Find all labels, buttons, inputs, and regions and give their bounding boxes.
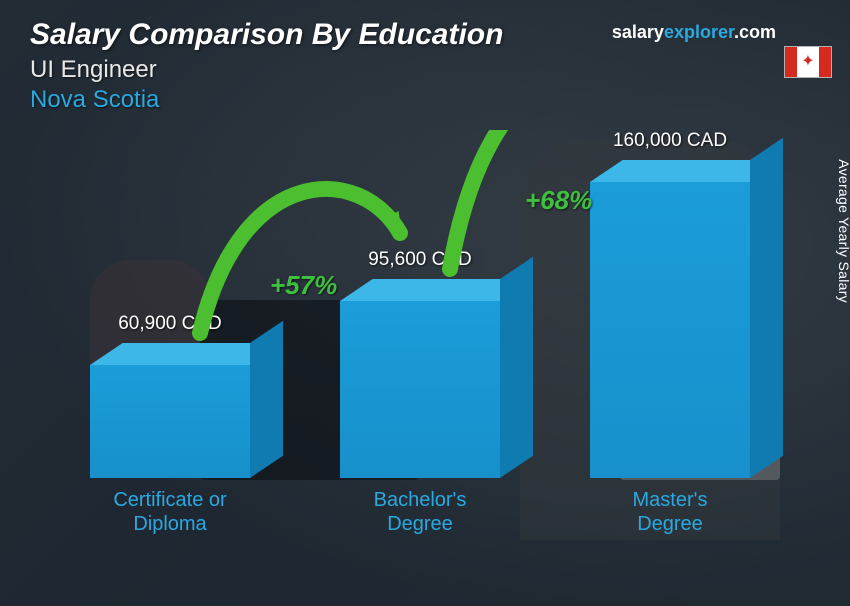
bar-category-label: Master'sDegree — [633, 488, 708, 536]
site-suffix: .com — [734, 22, 776, 42]
site-highlight: explorer — [664, 22, 734, 42]
country-flag-icon: ✦ — [784, 46, 832, 78]
bar-side-face — [250, 321, 283, 478]
bar-2: 160,000 CADMaster'sDegree — [590, 182, 750, 478]
bar-category-label: Bachelor'sDegree — [374, 488, 467, 536]
job-title: UI Engineer — [30, 56, 503, 84]
bar-value-label: 60,900 CAD — [118, 313, 222, 335]
site-prefix: salary — [612, 22, 664, 42]
increase-pct-label-1: +68% — [525, 185, 592, 216]
site-branding: salaryexplorer.com — [612, 22, 776, 43]
bar-0: 60,900 CADCertificate orDiploma — [90, 365, 250, 478]
bar-side-face — [750, 138, 783, 478]
bar-1: 95,600 CADBachelor'sDegree — [340, 301, 500, 478]
bar-chart: 60,900 CADCertificate orDiploma95,600 CA… — [60, 130, 780, 536]
bar-body: 60,900 CADCertificate orDiploma — [90, 365, 250, 478]
bar-category-label: Certificate orDiploma — [113, 488, 226, 536]
increase-pct-label-0: +57% — [270, 270, 337, 301]
maple-leaf-icon: ✦ — [801, 54, 814, 70]
bar-body: 160,000 CADMaster'sDegree — [590, 182, 750, 478]
chart-title: Salary Comparison By Education — [30, 18, 503, 52]
bar-body: 95,600 CADBachelor'sDegree — [340, 301, 500, 478]
bar-value-label: 95,600 CAD — [368, 249, 472, 271]
header-block: Salary Comparison By Education UI Engine… — [30, 18, 503, 114]
bar-side-face — [500, 257, 533, 478]
bar-value-label: 160,000 CAD — [613, 130, 727, 152]
location-label: Nova Scotia — [30, 86, 503, 114]
content-layer: Salary Comparison By Education UI Engine… — [0, 0, 850, 606]
y-axis-label: Average Yearly Salary — [836, 159, 850, 303]
